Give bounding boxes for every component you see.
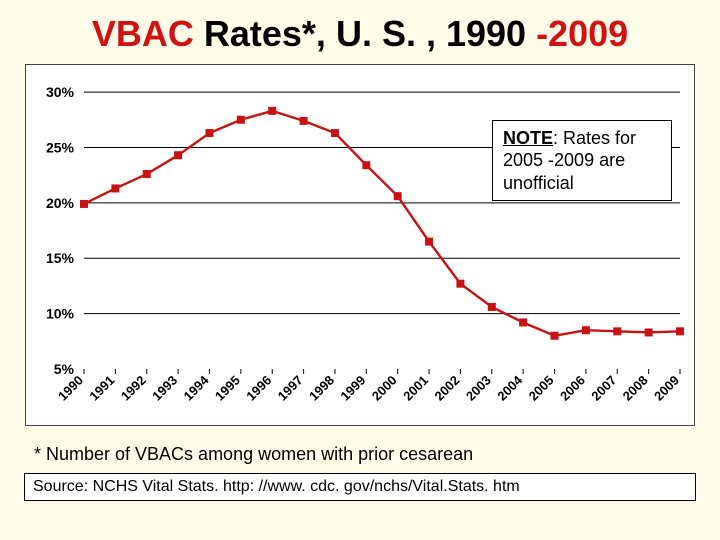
svg-text:1991: 1991 — [86, 372, 117, 403]
svg-text:2006: 2006 — [557, 372, 588, 403]
title-part1: VBAC — [92, 13, 194, 54]
svg-text:1996: 1996 — [243, 372, 274, 403]
svg-text:5%: 5% — [54, 361, 75, 377]
note-heading: NOTE — [503, 128, 553, 148]
svg-text:2001: 2001 — [400, 372, 431, 403]
svg-text:2000: 2000 — [369, 372, 400, 403]
svg-text:2009: 2009 — [651, 372, 682, 403]
svg-text:10%: 10% — [46, 305, 75, 321]
svg-text:1994: 1994 — [181, 372, 213, 404]
svg-text:30%: 30% — [46, 84, 75, 100]
svg-text:2003: 2003 — [463, 372, 494, 403]
svg-text:1998: 1998 — [306, 372, 337, 403]
title-part3: -2009 — [536, 13, 628, 54]
svg-text:25%: 25% — [46, 139, 75, 155]
svg-text:1999: 1999 — [337, 372, 368, 403]
slide: VBAC Rates*, U. S. , 1990 -2009 5% 10% 15%… — [0, 0, 720, 540]
svg-text:2004: 2004 — [494, 372, 526, 404]
svg-text:20%: 20% — [46, 194, 75, 210]
svg-text:1995: 1995 — [212, 372, 243, 403]
chart-note: NOTE: Rates for 2005 -2009 are unofficia… — [492, 120, 672, 202]
svg-text:2002: 2002 — [431, 372, 462, 403]
svg-text:1992: 1992 — [118, 372, 149, 403]
chart-container: 5%10%15%20%25%30%19901991199219931994199… — [25, 64, 695, 426]
title-part2: Rates*, U. S. , 1990 — [204, 13, 526, 54]
svg-text:2007: 2007 — [588, 372, 619, 403]
line-chart: 5%10%15%20%25%30%19901991199219931994199… — [26, 65, 694, 425]
svg-text:2008: 2008 — [620, 372, 651, 403]
svg-text:1993: 1993 — [149, 372, 180, 403]
slide-title: VBAC Rates*, U. S. , 1990 -2009 — [20, 14, 700, 54]
source: Source: NCHS Vital Stats. http: //www. c… — [24, 473, 696, 501]
footnote: * Number of VBACs among women with prior… — [34, 444, 700, 465]
svg-text:2005: 2005 — [526, 372, 557, 403]
svg-text:15%: 15% — [46, 250, 75, 266]
svg-text:1990: 1990 — [55, 372, 86, 403]
svg-text:1997: 1997 — [275, 372, 306, 403]
